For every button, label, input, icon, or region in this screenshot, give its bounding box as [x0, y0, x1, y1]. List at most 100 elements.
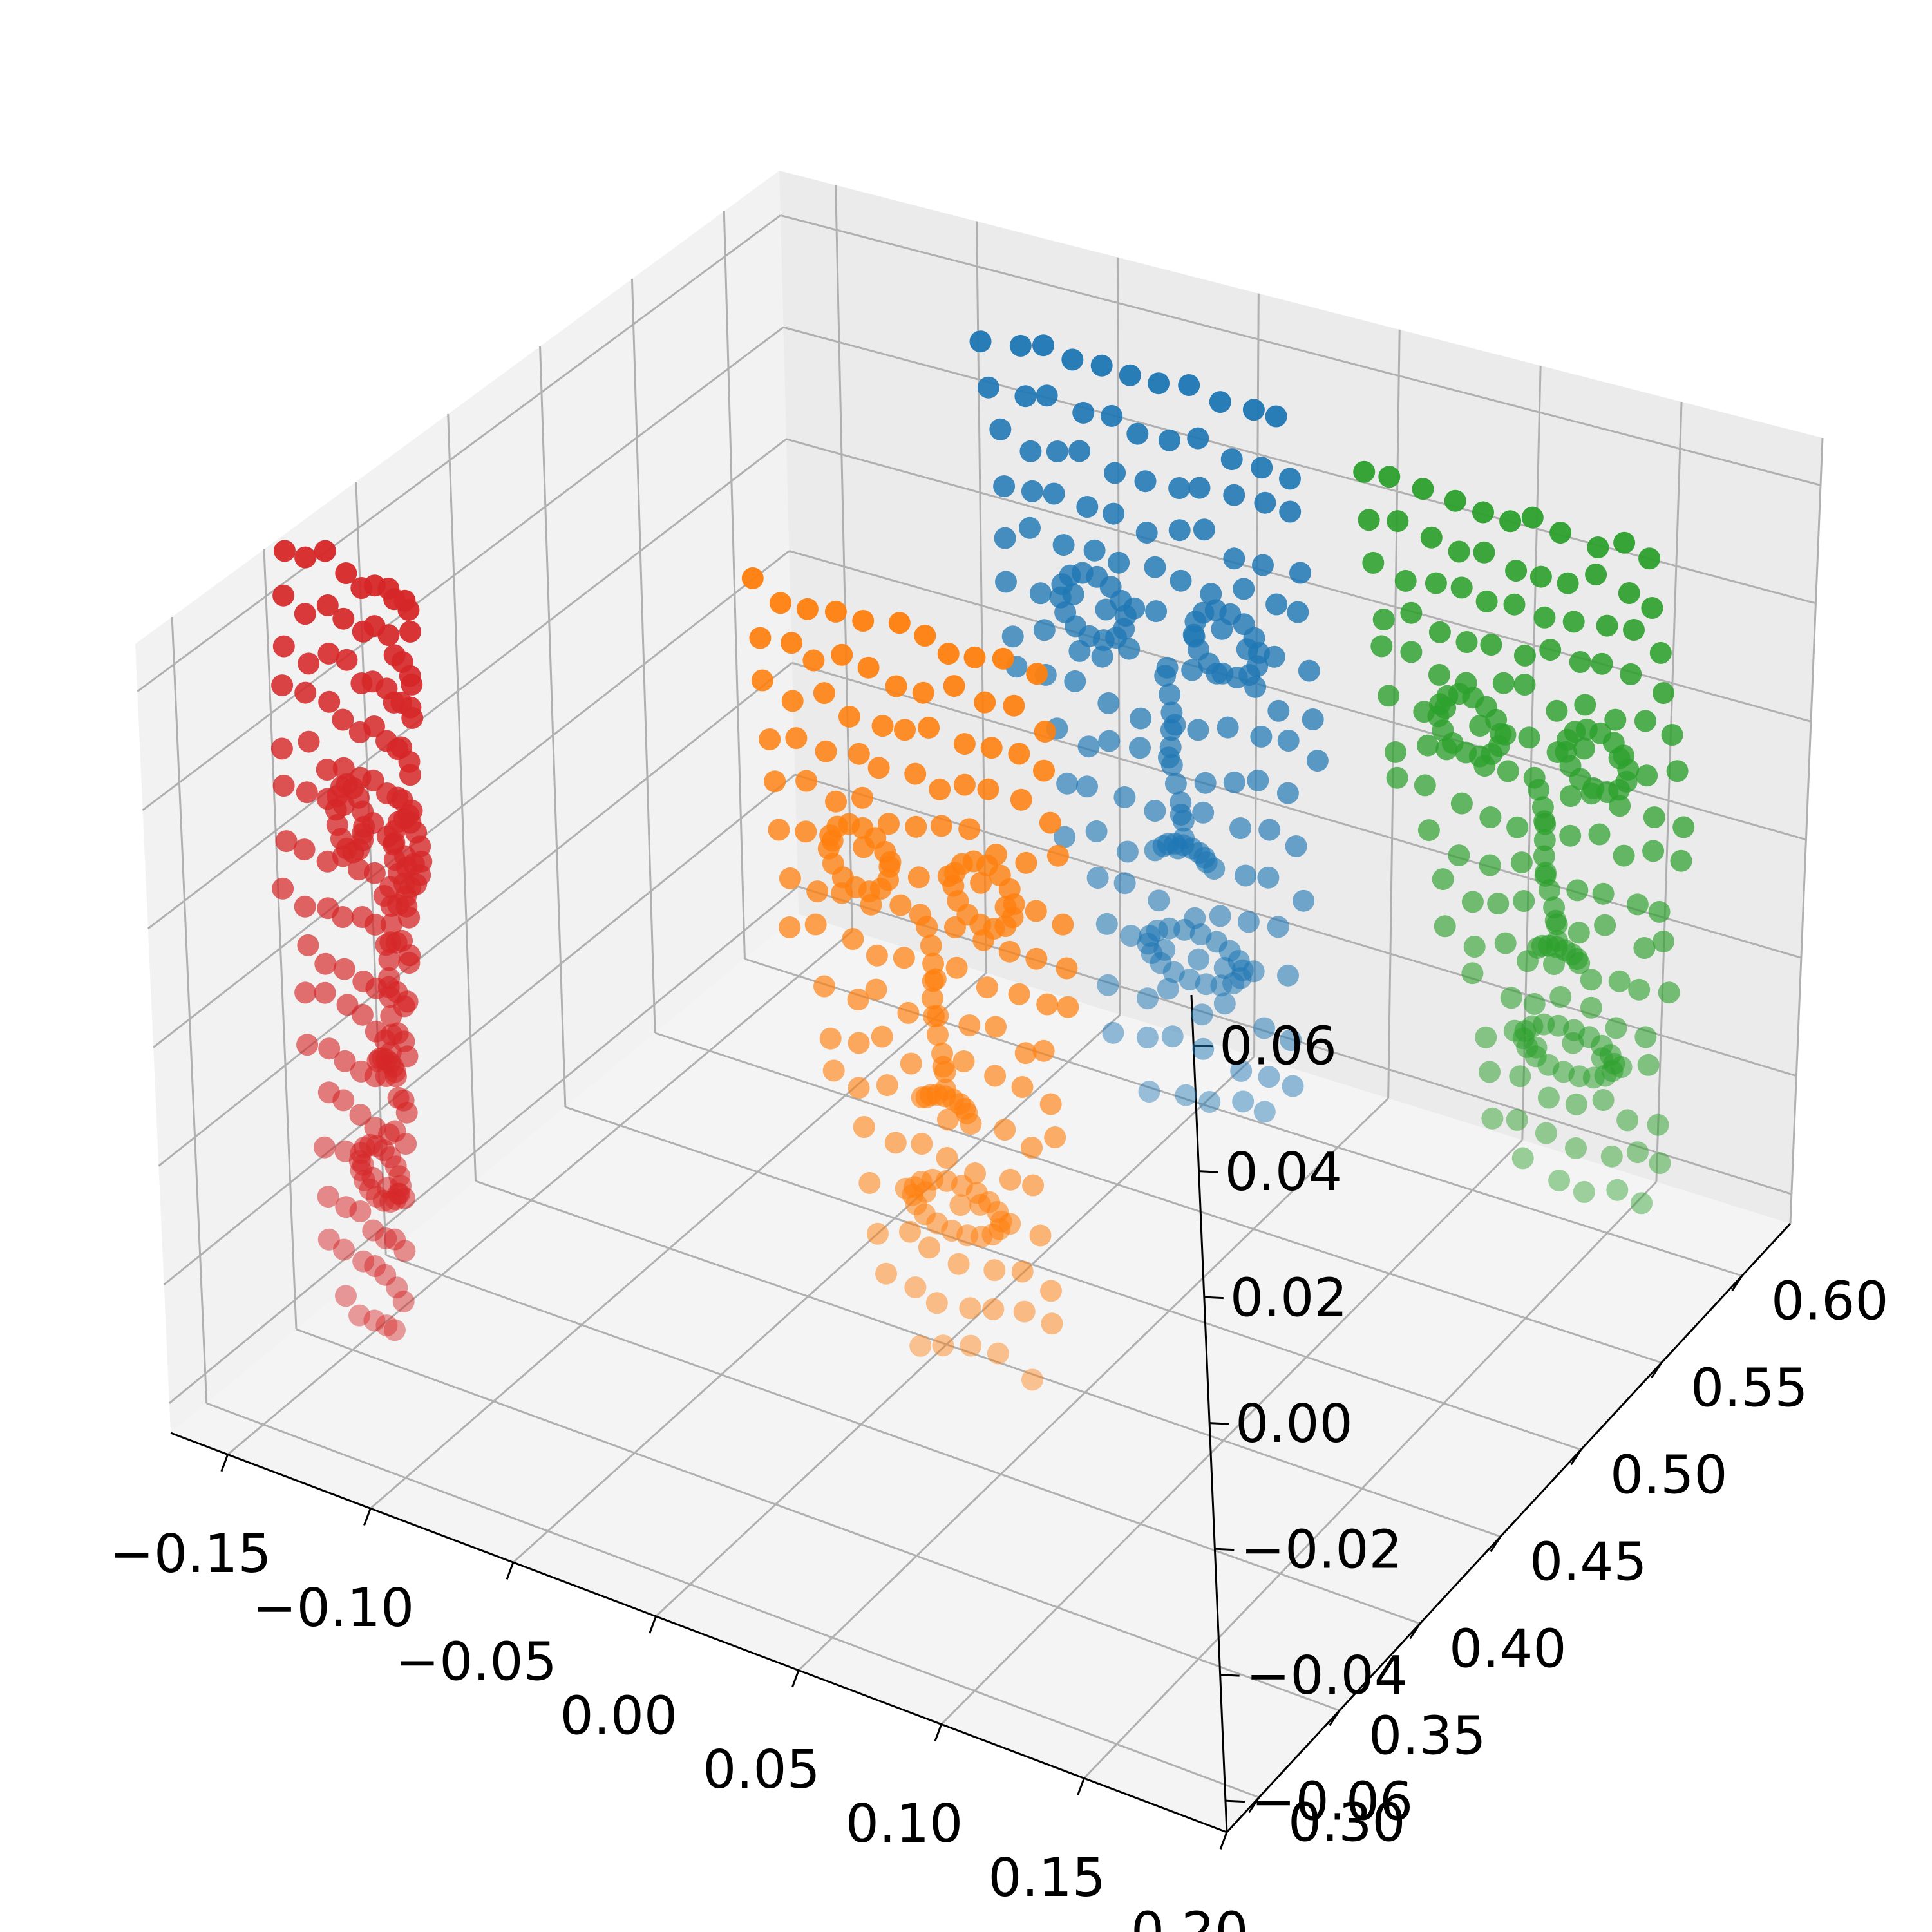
data-point — [374, 1264, 397, 1286]
grid-line-z — [780, 214, 1821, 486]
data-point — [379, 931, 402, 954]
data-point — [1518, 726, 1540, 749]
data-point — [383, 1319, 406, 1341]
data-point — [296, 781, 318, 804]
data-point — [1135, 522, 1158, 544]
data-point — [958, 1014, 981, 1036]
data-point — [1533, 845, 1555, 867]
data-point — [1565, 1137, 1587, 1159]
data-point — [1029, 1224, 1052, 1247]
data-point — [795, 770, 818, 792]
data-point — [399, 944, 421, 967]
grid-line-y — [565, 1106, 1582, 1451]
data-point — [398, 906, 421, 929]
data-point — [1636, 764, 1658, 787]
data-point — [1168, 477, 1191, 499]
grid-line-x — [512, 1014, 1121, 1564]
data-point — [1503, 593, 1526, 616]
data-point — [999, 1168, 1021, 1191]
data-point — [804, 913, 827, 936]
data-point — [1170, 569, 1192, 592]
data-point — [1573, 737, 1595, 760]
data-point — [1475, 590, 1498, 612]
data-point — [907, 866, 930, 889]
data-point — [335, 1285, 357, 1307]
data-point — [899, 1220, 921, 1243]
x-tick-tick — [220, 1454, 229, 1472]
data-point — [363, 862, 386, 884]
data-point — [1250, 725, 1273, 748]
data-point — [980, 737, 1003, 759]
data-point — [1592, 1089, 1615, 1111]
data-point — [1372, 609, 1395, 630]
data-point — [1014, 1042, 1037, 1065]
data-point — [838, 705, 860, 728]
data-point — [272, 877, 294, 900]
data-point — [317, 642, 340, 665]
data-point — [272, 775, 295, 797]
data-point — [1145, 600, 1168, 623]
data-point — [335, 562, 357, 584]
data-point — [297, 934, 319, 956]
data-point — [1658, 981, 1680, 1004]
data-point — [930, 815, 952, 837]
data-point — [1535, 1122, 1557, 1144]
data-point — [1606, 1179, 1629, 1201]
data-point — [1253, 1101, 1276, 1123]
data-point — [867, 757, 890, 779]
data-point — [1223, 547, 1245, 570]
data-point — [1039, 1093, 1062, 1115]
grid-line-x — [1655, 401, 1683, 1182]
data-point — [275, 830, 298, 853]
y-tick-tick — [1731, 1275, 1743, 1292]
y-tick-label: 0.30 — [1288, 1793, 1406, 1854]
data-point — [1235, 864, 1256, 887]
data-point — [1019, 440, 1042, 462]
data-point — [1580, 996, 1602, 1019]
data-point — [1230, 1059, 1253, 1082]
data-point — [963, 646, 986, 668]
data-point — [377, 624, 400, 647]
data-point — [1056, 772, 1079, 795]
data-point — [1034, 721, 1056, 743]
data-point — [785, 727, 808, 750]
data-point — [1580, 969, 1602, 991]
data-point — [1046, 440, 1068, 462]
data-point — [900, 1052, 922, 1075]
data-point — [364, 1255, 386, 1277]
data-point — [852, 610, 875, 632]
x-tick-tick — [1219, 1832, 1228, 1850]
data-point — [1448, 540, 1470, 563]
data-point — [904, 762, 927, 785]
data-point — [1511, 1147, 1534, 1170]
data-point — [1513, 890, 1535, 912]
data-point — [272, 584, 295, 607]
data-point — [1277, 730, 1300, 752]
data-point — [889, 894, 912, 916]
data-point — [952, 1050, 975, 1072]
grid-line-x — [1083, 1181, 1657, 1779]
data-point — [1104, 462, 1126, 484]
data-point — [352, 829, 374, 851]
x-tick-tick — [649, 1616, 657, 1634]
data-point — [1258, 1066, 1280, 1088]
data-point — [1666, 760, 1689, 782]
data-point — [1193, 518, 1215, 541]
data-point — [1608, 970, 1631, 992]
data-point — [1420, 526, 1443, 549]
data-point — [936, 1147, 958, 1169]
data-point — [386, 1276, 408, 1299]
data-point — [1252, 554, 1274, 576]
data-point — [1533, 829, 1556, 851]
data-point — [1648, 900, 1671, 923]
data-point — [1448, 844, 1470, 867]
data-point — [985, 1016, 1007, 1038]
data-point — [1181, 659, 1204, 681]
data-point — [1417, 819, 1440, 842]
data-point — [781, 632, 803, 654]
data-point — [1282, 1075, 1304, 1097]
x-tick-tick — [1077, 1777, 1085, 1796]
y-tick-tick — [1409, 1623, 1421, 1640]
grid-line-x — [227, 930, 853, 1455]
y-tick-label: 0.60 — [1771, 1271, 1889, 1332]
